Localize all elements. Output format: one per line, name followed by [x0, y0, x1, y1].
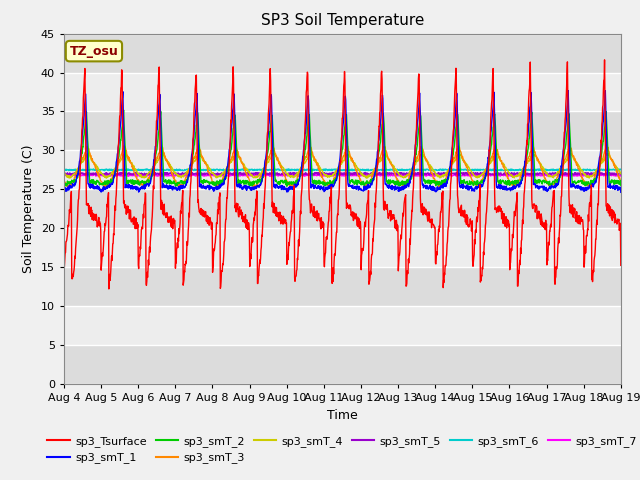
sp3_smT_2 [552, 177, 559, 182]
sp3_smT_4 [185, 166, 193, 172]
Line: sp3_smT_4: sp3_smT_4 [64, 153, 621, 178]
sp3_smT_3 [474, 184, 481, 190]
sp3_smT_5 [60, 171, 68, 177]
sp3_smT_4 [60, 171, 68, 177]
sp3_smT_2 [502, 181, 510, 187]
sp3_Tsurface [429, 221, 437, 227]
sp3_Tsurface [171, 217, 179, 223]
Bar [64, 72, 621, 111]
sp3_smT_2 [429, 178, 437, 183]
sp3_smT_4 [172, 169, 179, 175]
Line: sp3_Tsurface: sp3_Tsurface [64, 60, 621, 289]
sp3_smT_1 [60, 185, 68, 191]
sp3_smT_5 [300, 172, 307, 178]
sp3_smT_5 [552, 171, 559, 177]
sp3_smT_7 [142, 172, 150, 178]
Bar [64, 306, 621, 345]
sp3_smT_3 [170, 177, 178, 182]
sp3_smT_4 [429, 168, 437, 174]
Line: sp3_smT_1: sp3_smT_1 [64, 91, 621, 192]
Line: sp3_smT_3: sp3_smT_3 [64, 145, 621, 187]
sp3_smT_6 [170, 167, 178, 172]
Bar [64, 150, 621, 189]
sp3_smT_2 [617, 183, 625, 189]
sp3_smT_7 [617, 173, 625, 179]
Title: SP3 Soil Temperature: SP3 Soil Temperature [260, 13, 424, 28]
sp3_smT_1 [502, 184, 509, 190]
Line: sp3_smT_5: sp3_smT_5 [64, 173, 621, 175]
Line: sp3_smT_6: sp3_smT_6 [64, 169, 621, 171]
sp3_smT_6 [184, 168, 191, 173]
sp3_Tsurface [551, 281, 559, 287]
sp3_smT_7 [502, 173, 509, 179]
sp3_smT_1 [184, 176, 191, 182]
sp3_smT_1 [564, 88, 572, 94]
sp3_smT_3 [60, 177, 68, 183]
sp3_smT_2 [60, 180, 68, 186]
sp3_smT_2 [120, 107, 127, 113]
sp3_Tsurface [60, 267, 68, 273]
Legend: sp3_Tsurface, sp3_smT_1, sp3_smT_2, sp3_smT_3, sp3_smT_4, sp3_smT_5, sp3_smT_6, : sp3_Tsurface, sp3_smT_1, sp3_smT_2, sp3_… [43, 432, 640, 468]
sp3_smT_2 [246, 180, 254, 185]
sp3_smT_1 [617, 190, 625, 195]
sp3_smT_3 [184, 169, 191, 175]
sp3_smT_4 [247, 172, 255, 178]
sp3_smT_7 [246, 172, 254, 178]
sp3_Tsurface [502, 223, 509, 229]
sp3_smT_6 [552, 168, 559, 173]
sp3_smT_2 [171, 181, 179, 187]
sp3_smT_4 [552, 172, 559, 178]
sp3_smT_1 [429, 183, 436, 189]
sp3_smT_5 [397, 170, 404, 176]
sp3_smT_6 [617, 166, 625, 172]
sp3_smT_5 [429, 170, 437, 176]
sp3_Tsurface [184, 228, 192, 234]
sp3_smT_6 [322, 166, 330, 172]
sp3_smT_4 [121, 150, 129, 156]
Bar [64, 0, 621, 34]
sp3_Tsurface [617, 263, 625, 268]
sp3_Tsurface [246, 252, 254, 257]
sp3_smT_6 [246, 167, 254, 173]
sp3_smT_7 [552, 172, 559, 178]
sp3_smT_6 [195, 168, 203, 174]
sp3_smT_6 [429, 167, 437, 173]
sp3_smT_7 [171, 173, 179, 179]
sp3_smT_5 [170, 170, 178, 176]
sp3_smT_3 [529, 142, 536, 148]
sp3_smT_5 [184, 171, 191, 177]
sp3_smT_5 [502, 170, 510, 176]
sp3_smT_3 [429, 171, 436, 177]
sp3_smT_5 [617, 171, 625, 177]
sp3_smT_4 [617, 171, 625, 177]
sp3_smT_3 [246, 180, 254, 186]
Bar [64, 228, 621, 267]
sp3_smT_4 [502, 167, 510, 172]
sp3_smT_1 [246, 185, 254, 191]
sp3_smT_2 [184, 174, 192, 180]
sp3_smT_3 [552, 179, 559, 185]
Y-axis label: Soil Temperature (C): Soil Temperature (C) [22, 144, 35, 273]
sp3_smT_4 [103, 175, 111, 181]
X-axis label: Time: Time [327, 408, 358, 421]
sp3_smT_2 [283, 183, 291, 189]
sp3_smT_6 [60, 166, 68, 172]
sp3_smT_1 [551, 182, 559, 188]
sp3_Tsurface [105, 286, 113, 292]
sp3_smT_3 [502, 170, 509, 176]
Text: TZ_osu: TZ_osu [70, 45, 118, 58]
sp3_smT_7 [184, 172, 192, 178]
sp3_smT_5 [246, 171, 254, 177]
sp3_smT_6 [502, 168, 510, 173]
Line: sp3_smT_2: sp3_smT_2 [64, 110, 621, 186]
Line: sp3_smT_7: sp3_smT_7 [64, 175, 621, 176]
sp3_smT_1 [170, 186, 178, 192]
sp3_smT_7 [429, 172, 437, 178]
sp3_smT_7 [543, 173, 551, 179]
sp3_Tsurface [601, 57, 609, 63]
sp3_smT_7 [60, 172, 68, 178]
sp3_smT_3 [617, 179, 625, 184]
